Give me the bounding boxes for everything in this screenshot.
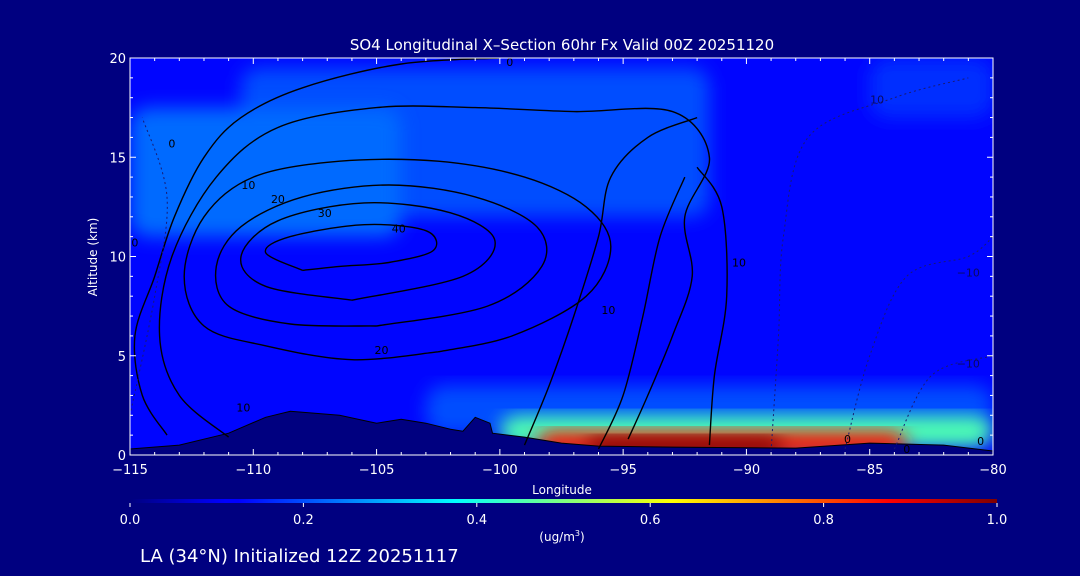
contour-label: 10 [732, 256, 746, 269]
contour-label: −10 [957, 266, 980, 279]
y-axis-label: Altitude (km) [86, 218, 100, 297]
contour-line [597, 176, 686, 450]
contour-label: 10 [236, 401, 250, 414]
contour-line [158, 105, 711, 440]
contour-line-dashed [893, 355, 993, 450]
contours [130, 58, 993, 452]
contour-label: −10 [957, 358, 980, 371]
contour-label: 0 [506, 56, 513, 69]
contour-label: 0 [977, 435, 984, 448]
x-tick-label: −100 [482, 463, 518, 478]
footer-suffix: N) Initialized 12Z 20251117 [207, 546, 458, 567]
contour-label: 0 [903, 443, 910, 456]
footer-prefix: LA (34 [140, 546, 198, 567]
footer-degree: ° [198, 546, 207, 567]
concentration-field [130, 58, 993, 455]
colorbar-gradient [130, 499, 997, 503]
colorbar-unit-text: (ug/m [539, 530, 575, 544]
colorbar-tick-label: 1.0 [987, 513, 1008, 528]
colorbar-unit-close: ) [580, 530, 585, 544]
footer-caption: LA (34°N) Initialized 12Z 20251117 [140, 546, 459, 567]
y-axis: 0 5 10 15 20 [109, 52, 993, 464]
x-tick-label: −105 [359, 463, 395, 478]
colorbar-tick-label: 0.6 [640, 513, 661, 528]
colorbar-tick-label: 0.2 [293, 513, 314, 528]
colorbar-unit-label: (ug/m3) [539, 529, 584, 544]
terrain-fill [130, 411, 993, 455]
colorbar-unit-superscript: 3 [575, 529, 580, 538]
contour-line-dashed [130, 117, 168, 416]
y-tick-label: 20 [109, 52, 126, 67]
colorbar-tick-label: 0.8 [813, 513, 834, 528]
contour-label: 10 [601, 304, 615, 317]
contour-line [264, 223, 438, 272]
colorbar-tick-label: 0.4 [466, 513, 487, 528]
x-tick-label: −110 [235, 463, 271, 478]
contour-label: 10 [870, 94, 884, 107]
contour-label: 20 [375, 344, 389, 357]
plot-area: 0 0 10 10 20 20 30 40 10 10 0 10 −10 −10 0 0 0 [129, 56, 994, 456]
colorbar: 0.0 0.2 0.4 0.6 0.8 1.0 (ug/m3) [120, 499, 1008, 544]
contour-labels: 0 0 10 10 20 20 30 40 10 10 0 10 −10 −10 0 0 0 [131, 56, 984, 456]
y-tick-label: 5 [118, 350, 126, 365]
contour-label: 0 [168, 137, 175, 150]
field-region [130, 107, 402, 237]
contour-line [239, 201, 496, 301]
contour-line [183, 158, 612, 361]
terrain [130, 410, 993, 455]
y-tick-label: 10 [109, 251, 126, 266]
contour-label: 30 [318, 207, 332, 220]
contour-line [133, 58, 500, 436]
x-axis-label: Longitude [532, 483, 592, 497]
contour-line [523, 116, 698, 446]
x-tick-label: −90 [733, 463, 760, 478]
x-axis: −115 −110 −105 −100 −95 −90 −85 −80 [112, 58, 1007, 478]
terrain-line [130, 410, 993, 452]
colorbar-ticks: 0.0 0.2 0.4 0.6 0.8 1.0 [120, 503, 1008, 528]
field-region [869, 58, 993, 118]
x-tick-label: −115 [112, 463, 148, 478]
contour-line [214, 184, 548, 327]
chart-title: SO4 Longitudinal X–Section 60hr Fx Valid… [350, 36, 774, 54]
contour-label: 10 [241, 179, 255, 192]
x-tick-label: −85 [856, 463, 883, 478]
contour-line-dashed [844, 236, 993, 450]
contour-label: 40 [392, 223, 406, 236]
contour-label: 20 [271, 193, 285, 206]
colorbar-tick-label: 0.0 [120, 513, 141, 528]
contour-label: 0 [844, 433, 851, 446]
x-tick-label: −95 [609, 463, 636, 478]
y-tick-label: 0 [118, 449, 126, 464]
y-tick-label: 15 [109, 151, 126, 166]
contour-line-dashed [770, 77, 969, 452]
contour-label: 0 [131, 237, 138, 250]
contour-line [696, 166, 728, 446]
x-tick-label: −80 [979, 463, 1006, 478]
